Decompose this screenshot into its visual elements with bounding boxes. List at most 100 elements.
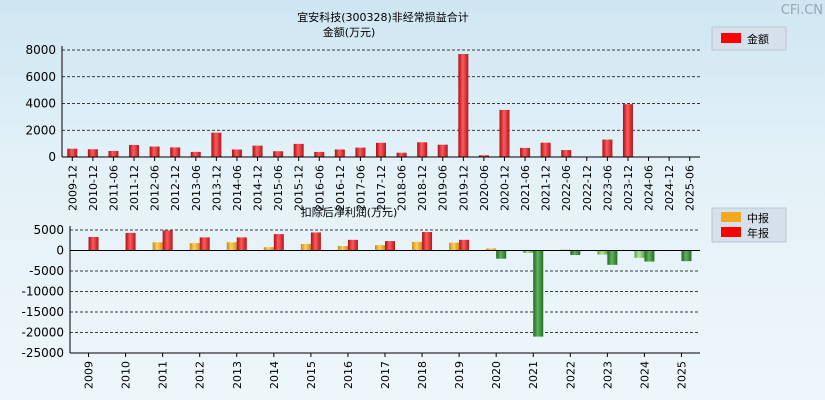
bottom-x-tick-label-5: 2014 [268, 361, 281, 389]
top-bar-7 [211, 132, 222, 157]
top-x-tick-label-20: 2020-06 [478, 165, 491, 211]
bottom-bar-annual-14 [607, 250, 618, 265]
top-bar-19 [458, 54, 469, 158]
top-y-tick-label-1: 2000 [25, 123, 56, 137]
bottom-bar-interim-12 [523, 250, 534, 253]
top-x-tick-label-17: 2018-12 [416, 165, 429, 211]
top-x-tick-label-24: 2022-06 [560, 165, 573, 211]
top-x-tick-label-18: 2019-06 [437, 165, 450, 211]
bottom-chart-title: 扣除后净利润(万元) [301, 205, 398, 219]
top-bar-16 [396, 152, 407, 157]
bottom-bar-annual-1 [125, 232, 136, 251]
top-y-tick-label-2: 4000 [25, 97, 56, 111]
top-bar-13 [334, 149, 345, 157]
top-x-tick-label-7: 2013-12 [210, 165, 223, 211]
top-x-tick-label-29: 2024-12 [663, 165, 676, 211]
top-x-tick-label-15: 2017-12 [375, 165, 388, 211]
top-bar-24 [561, 150, 572, 157]
bottom-bar-annual-11 [496, 250, 507, 259]
top-bar-5 [170, 147, 181, 157]
bottom-bar-annual-2 [162, 230, 173, 251]
top-bar-18 [437, 144, 448, 157]
top-chart-title: 宜安科技(300328)非经常损益合计 [297, 10, 469, 24]
bottom-x-tick-label-13: 2022 [564, 361, 577, 389]
bottom-y-tick-label-5: -20000 [21, 326, 64, 340]
top-x-tick-label-25: 2022-12 [581, 165, 594, 211]
top-bar-21 [499, 109, 510, 157]
top-y-tick-label-4: 8000 [25, 43, 56, 57]
top-bar-15 [376, 142, 386, 157]
bottom-y-tick-labels: 5000 0 -5000 -10000 -15000 -20000 -25000 [21, 223, 64, 360]
top-x-tick-label-22: 2021-06 [519, 165, 532, 211]
top-bar-23 [540, 142, 551, 157]
bottom-bar-annual-12 [533, 250, 544, 337]
bottom-bar-annual-16 [681, 250, 692, 262]
top-x-tick-label-5: 2012-12 [169, 165, 182, 211]
top-x-tick-label-13: 2016-12 [334, 165, 347, 211]
bottom-bar-annual-6 [310, 232, 321, 251]
bottom-chart: 扣除后净利润(万元) 中报 年报 5000 0 -5000 -10000 -15000 -… [21, 205, 787, 389]
bottom-bar-interim-4 [226, 242, 237, 251]
bottom-bar-annual-0 [88, 236, 99, 251]
bottom-x-tick-label-2: 2011 [157, 361, 170, 389]
top-x-tick-label-11: 2015-12 [293, 165, 306, 211]
top-bar-4 [149, 146, 160, 157]
bottom-bar-annual-4 [236, 237, 247, 251]
top-y-tick-label-3: 6000 [25, 70, 56, 84]
bottom-bar-annual-15 [644, 250, 655, 262]
bottom-x-tick-label-1: 2010 [120, 361, 133, 389]
top-x-tick-label-28: 2024-06 [643, 165, 656, 211]
bottom-bar-interim-8 [375, 245, 385, 251]
bottom-legend-swatch-interim [721, 212, 741, 222]
top-x-tick-label-2: 2011-06 [107, 165, 120, 211]
top-bar-0 [67, 148, 78, 157]
bottom-bar-annual-7 [347, 239, 358, 251]
top-x-tick-label-14: 2017-06 [354, 165, 367, 211]
bottom-y-tick-label-1: 0 [56, 244, 64, 258]
bottom-x-tick-labels: 2009 2010 2011 2012 2013 2014 2015 2016 2017 2018… [83, 353, 688, 389]
top-x-tick-label-19: 2019-12 [457, 165, 470, 211]
bottom-bar-interim-10 [449, 242, 460, 251]
top-x-tick-label-30: 2025-06 [684, 165, 697, 211]
bottom-x-tick-label-10: 2019 [453, 361, 466, 389]
top-bar-10 [273, 151, 284, 157]
watermark: CFi.CN [781, 3, 823, 18]
bottom-legend: 中报 年报 [711, 207, 787, 243]
bottom-bar-annual-9 [422, 232, 433, 251]
top-x-tick-label-6: 2013-06 [190, 165, 203, 211]
bottom-legend-label-annual: 年报 [747, 226, 769, 240]
top-legend-label-amount: 金额 [747, 32, 769, 46]
top-bar-9 [252, 145, 263, 157]
top-x-tick-label-8: 2014-06 [231, 165, 244, 211]
bottom-bar-annual-10 [459, 239, 470, 251]
bottom-bar-interim-9 [412, 241, 423, 251]
top-bar-27 [622, 104, 633, 157]
bottom-bar-annual-5 [273, 234, 284, 251]
bottom-x-tick-label-15: 2024 [638, 361, 651, 389]
top-bars [67, 54, 633, 158]
bottom-bar-interim-2 [152, 242, 163, 251]
top-x-tick-label-26: 2023-06 [601, 165, 614, 211]
bottom-bars [88, 230, 692, 337]
bottom-x-tick-label-16: 2025 [675, 361, 688, 389]
bottom-x-tick-label-7: 2016 [342, 361, 355, 389]
bottom-x-tick-label-11: 2020 [490, 361, 503, 389]
top-x-tick-labels: 2009-12 2010-12 2011-06 2011-12 2012-06 2012-… [66, 157, 697, 211]
top-bar-20 [478, 155, 489, 157]
top-legend: 金额 [711, 26, 787, 51]
top-bar-3 [129, 144, 140, 157]
bottom-y-tick-label-2: -5000 [29, 264, 64, 278]
bottom-bar-interim-15 [634, 250, 645, 258]
top-bar-2 [108, 150, 119, 157]
top-y-tick-label-0: 0 [48, 150, 56, 164]
bottom-x-tick-label-12: 2021 [527, 361, 540, 389]
bottom-bar-interim-6 [300, 243, 311, 251]
top-x-tick-label-9: 2014-12 [252, 165, 265, 211]
top-bar-14 [355, 147, 366, 157]
top-x-tick-label-3: 2011-12 [128, 165, 141, 211]
bottom-bar-interim-14 [597, 250, 608, 255]
top-y-tick-labels: 0 2000 4000 6000 8000 [25, 43, 56, 164]
top-x-tick-label-12: 2016-06 [313, 165, 326, 211]
bottom-legend-swatch-annual [721, 227, 741, 237]
